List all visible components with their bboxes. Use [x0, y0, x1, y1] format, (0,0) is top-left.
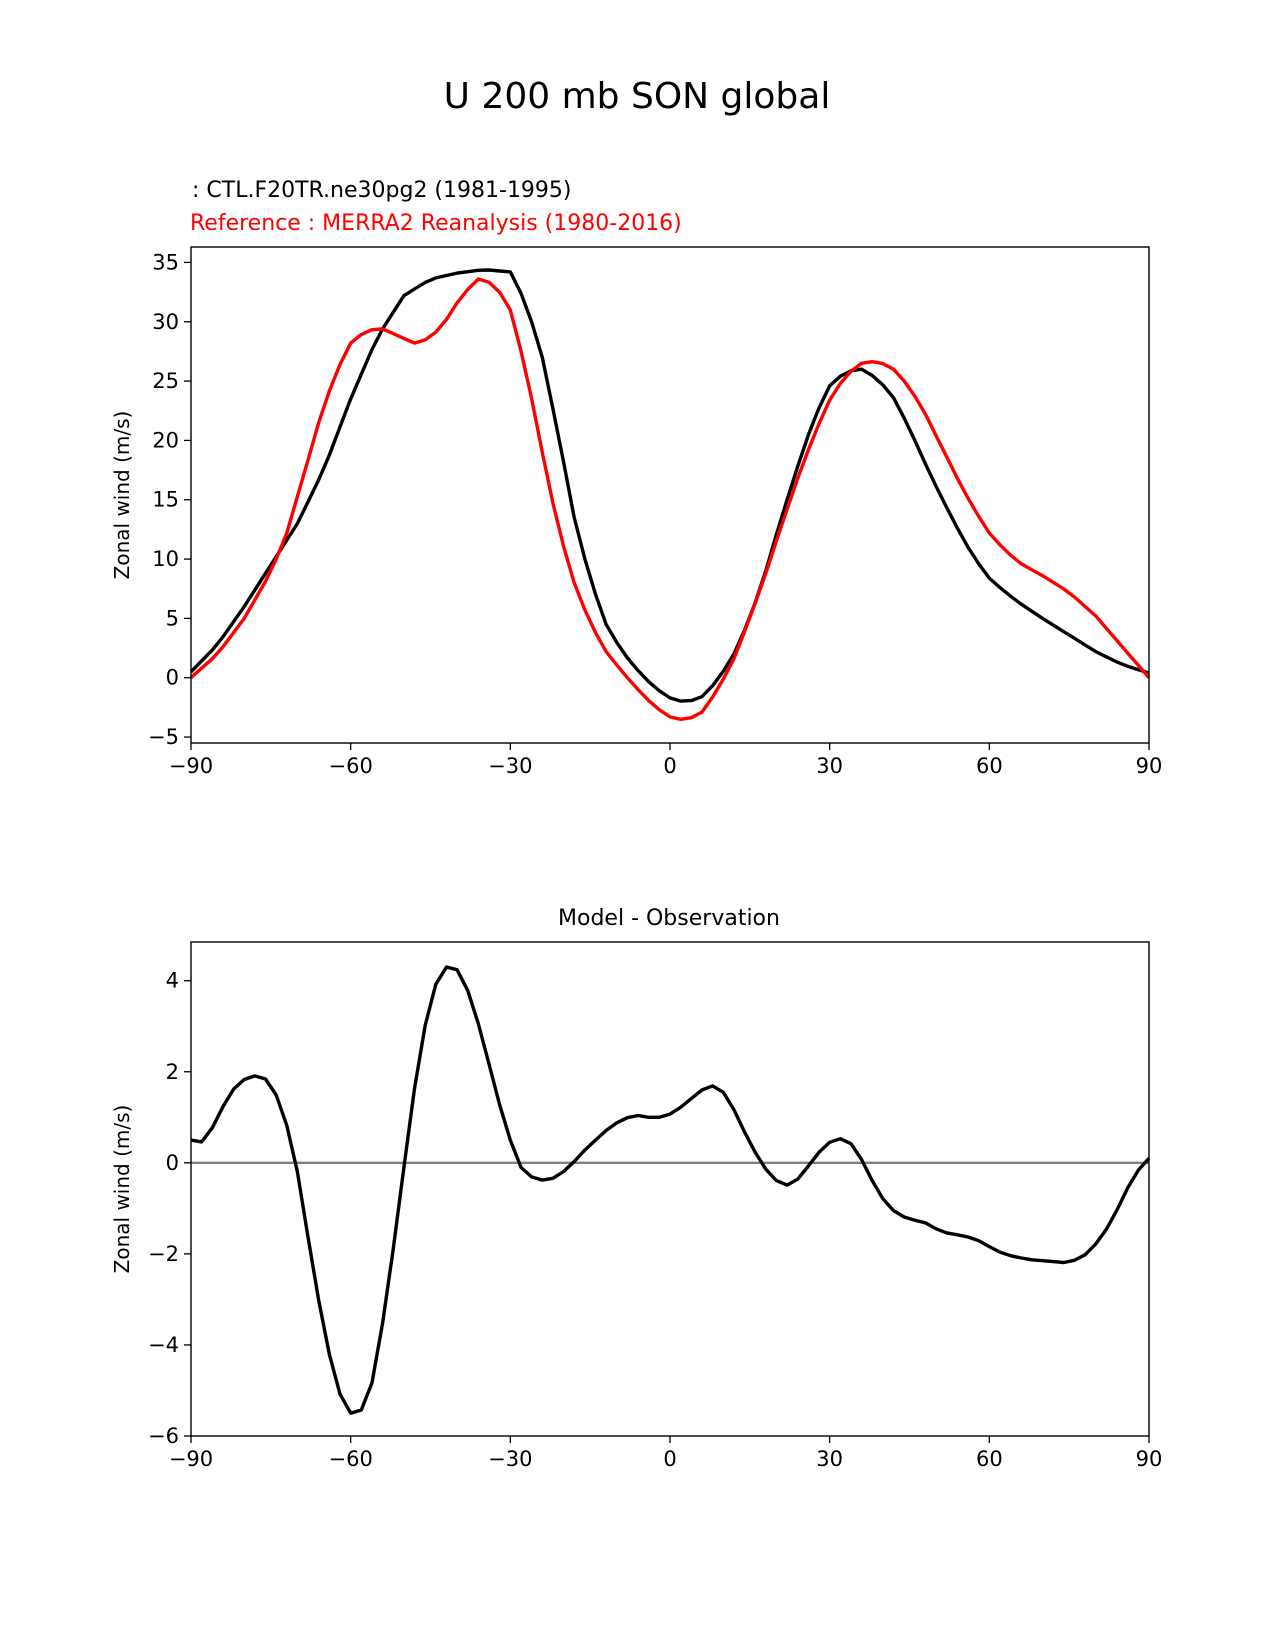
series-line-model [190, 965, 1151, 1415]
y-tick-label: 35 [152, 250, 179, 274]
y-tick-label: 2 [166, 1060, 179, 1084]
x-tick-label: 30 [816, 754, 843, 778]
y-tick-label: 30 [152, 310, 179, 334]
y-tick-label: 0 [166, 666, 179, 690]
x-tick-label: 90 [1136, 754, 1163, 778]
x-tick-label: −30 [488, 1447, 532, 1471]
x-tick-label: −90 [169, 1447, 213, 1471]
y-tick-label: 0 [166, 1151, 179, 1175]
x-tick-label: −60 [329, 754, 373, 778]
figure-title: U 200 mb SON global [444, 76, 831, 117]
y-tick-label: 25 [152, 369, 179, 393]
series-line-reference [189, 277, 1151, 721]
x-tick-label: −60 [329, 1447, 373, 1471]
y-tick-label: −5 [148, 725, 179, 749]
x-tick-label: 60 [976, 1447, 1003, 1471]
x-tick-label: 0 [663, 754, 676, 778]
y-tick-label: 4 [166, 969, 179, 993]
y-axis-label: Zonal wind (m/s) [110, 411, 134, 580]
x-tick-label: 90 [1136, 1447, 1163, 1471]
x-tick-label: 30 [816, 1447, 843, 1471]
x-tick-label: 0 [663, 1447, 676, 1471]
bottom-panel: −90 −60 −30 0 30 60 90 −6 −4 −2 0 2 4 Zonal wind (m/s… [110, 941, 1163, 1471]
y-tick-label: −2 [148, 1242, 179, 1266]
y-tick-label: 5 [166, 606, 179, 630]
y-tick-label: 10 [152, 547, 179, 571]
legend-test: : CTL.F20TR.ne30pg2 (1981-1995) [192, 178, 572, 203]
difference-panel-title: Model - Observation [558, 906, 780, 931]
top-panel: −90 −60 −30 0 30 60 90 −5 0 5 10 15 20 25 30 35 Zonal wi… [110, 246, 1163, 778]
x-tick-label: −30 [488, 754, 532, 778]
x-tick-label: 60 [976, 754, 1003, 778]
plot-frame [190, 941, 1150, 1437]
y-axis-label: Zonal wind (m/s) [110, 1105, 134, 1274]
y-tick-label: 15 [152, 488, 179, 512]
x-tick-label: −90 [169, 754, 213, 778]
legend-reference: Reference : MERRA2 Reanalysis (1980-2016… [190, 211, 682, 236]
y-tick-label: −4 [148, 1333, 179, 1357]
plot-frame [190, 246, 1150, 744]
y-tick-label: 20 [152, 428, 179, 452]
series-line-model [189, 268, 1150, 703]
y-tick-label: −6 [148, 1424, 179, 1448]
